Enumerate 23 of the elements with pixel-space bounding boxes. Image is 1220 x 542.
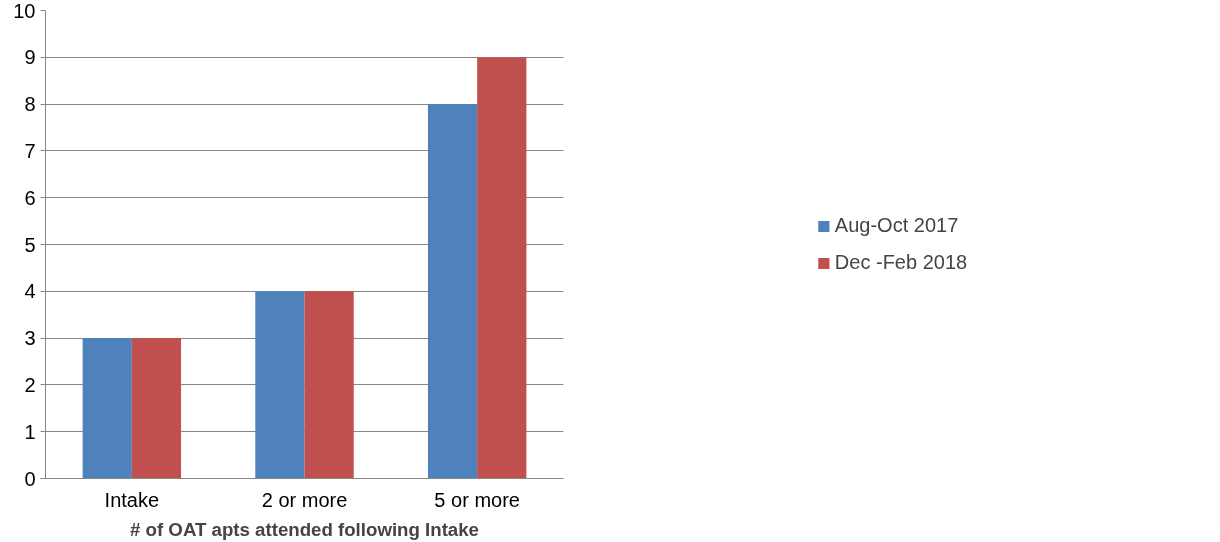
- y-tick-label: 4: [24, 280, 36, 303]
- bar: [82, 338, 132, 479]
- x-axis-title: # of OAT apts attended following Intake: [130, 518, 479, 540]
- y-tick-label: 2: [24, 373, 36, 396]
- x-tick-label: Intake: [104, 488, 160, 511]
- y-tick-label: 3: [24, 327, 36, 350]
- bar: [255, 291, 305, 479]
- y-tick-label: 1: [24, 420, 36, 443]
- y-tick-label: 6: [24, 186, 36, 209]
- legend-label: Aug-Oct 2017: [834, 214, 959, 237]
- y-tick-label: 8: [24, 93, 36, 116]
- bar: [427, 104, 478, 479]
- y-tick-label: 10: [13, 0, 36, 22]
- y-tick-label: 9: [24, 46, 36, 69]
- bar: [477, 57, 527, 479]
- y-tick-label: 7: [24, 139, 36, 162]
- x-tick-label: 2 or more: [261, 488, 348, 511]
- legend-label: Dec -Feb 2018: [834, 251, 968, 274]
- y-tick-label: 0: [24, 467, 36, 490]
- y-tick-label: 5: [24, 233, 36, 256]
- x-tick-label: 5 or more: [434, 488, 520, 511]
- bar: [304, 291, 354, 479]
- bar: [131, 338, 182, 479]
